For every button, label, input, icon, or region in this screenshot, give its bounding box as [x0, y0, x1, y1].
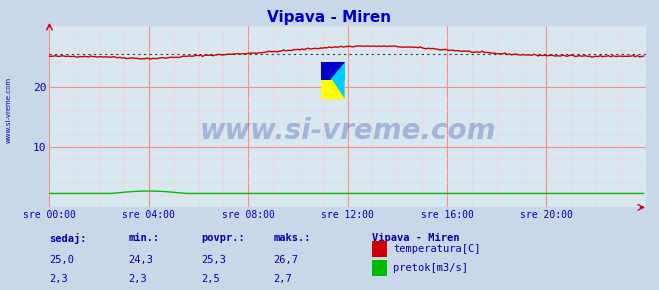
Text: temperatura[C]: temperatura[C] [393, 244, 481, 254]
Polygon shape [321, 62, 345, 99]
Polygon shape [330, 62, 345, 81]
Text: 25,0: 25,0 [49, 255, 74, 265]
Polygon shape [321, 62, 345, 99]
Text: 2,7: 2,7 [273, 274, 292, 284]
Text: sedaj:: sedaj: [49, 233, 87, 244]
Text: 2,3: 2,3 [49, 274, 68, 284]
Text: maks.:: maks.: [273, 233, 311, 243]
Text: Vipava - Miren: Vipava - Miren [372, 233, 460, 244]
Text: 24,3: 24,3 [129, 255, 154, 265]
Text: 2,5: 2,5 [201, 274, 219, 284]
Text: povpr.:: povpr.: [201, 233, 244, 243]
Text: min.:: min.: [129, 233, 159, 243]
Text: 25,3: 25,3 [201, 255, 226, 265]
Text: 26,7: 26,7 [273, 255, 299, 265]
Text: www.si-vreme.com: www.si-vreme.com [5, 77, 11, 143]
Text: www.si-vreme.com: www.si-vreme.com [200, 117, 496, 145]
Polygon shape [321, 62, 345, 81]
Text: pretok[m3/s]: pretok[m3/s] [393, 262, 469, 273]
Text: Vipava - Miren: Vipava - Miren [268, 10, 391, 25]
Text: 2,3: 2,3 [129, 274, 147, 284]
